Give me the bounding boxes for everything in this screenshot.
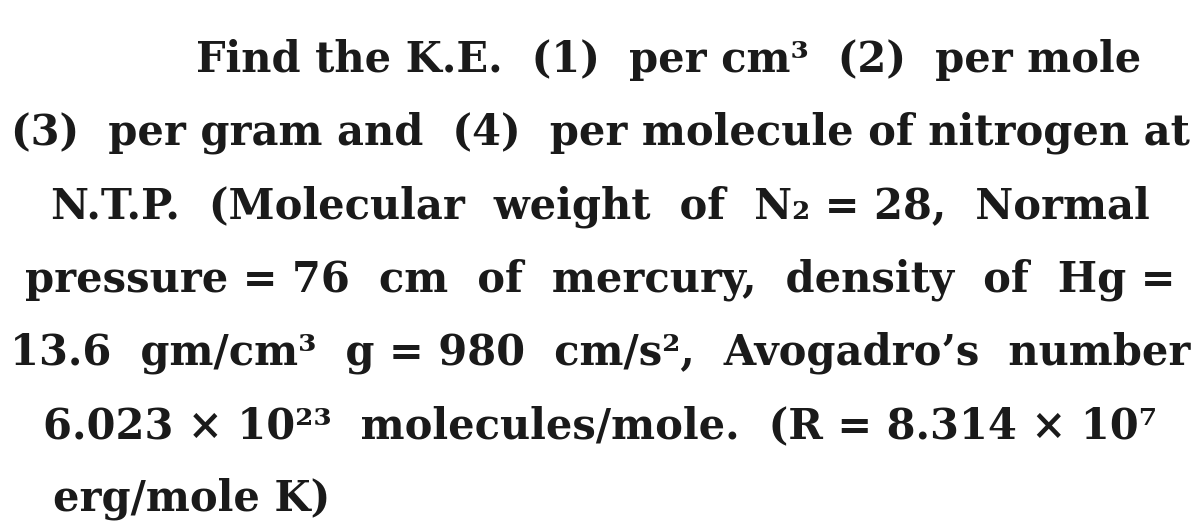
Text: 13.6  gm/cm³  g = 980  cm/s²,  Avogadro’s  number: 13.6 gm/cm³ g = 980 cm/s², Avogadro’s nu…: [10, 332, 1190, 374]
Text: Find the K.E.  (1)  per cm³  (2)  per mole: Find the K.E. (1) per cm³ (2) per mole: [197, 39, 1141, 81]
Text: 6.023 × 10²³  molecules/mole.  (R = 8.314 × 10⁷: 6.023 × 10²³ molecules/mole. (R = 8.314 …: [43, 406, 1157, 448]
Text: erg/mole K): erg/mole K): [53, 478, 330, 520]
Text: N.T.P.  (Molecular  weight  of  N₂ = 28,  Normal: N.T.P. (Molecular weight of N₂ = 28, Nor…: [50, 185, 1150, 228]
Text: pressure = 76  cm  of  mercury,  density  of  Hg =: pressure = 76 cm of mercury, density of …: [25, 259, 1175, 301]
Text: (3)  per gram and  (4)  per molecule of nitrogen at: (3) per gram and (4) per molecule of nit…: [11, 112, 1189, 155]
